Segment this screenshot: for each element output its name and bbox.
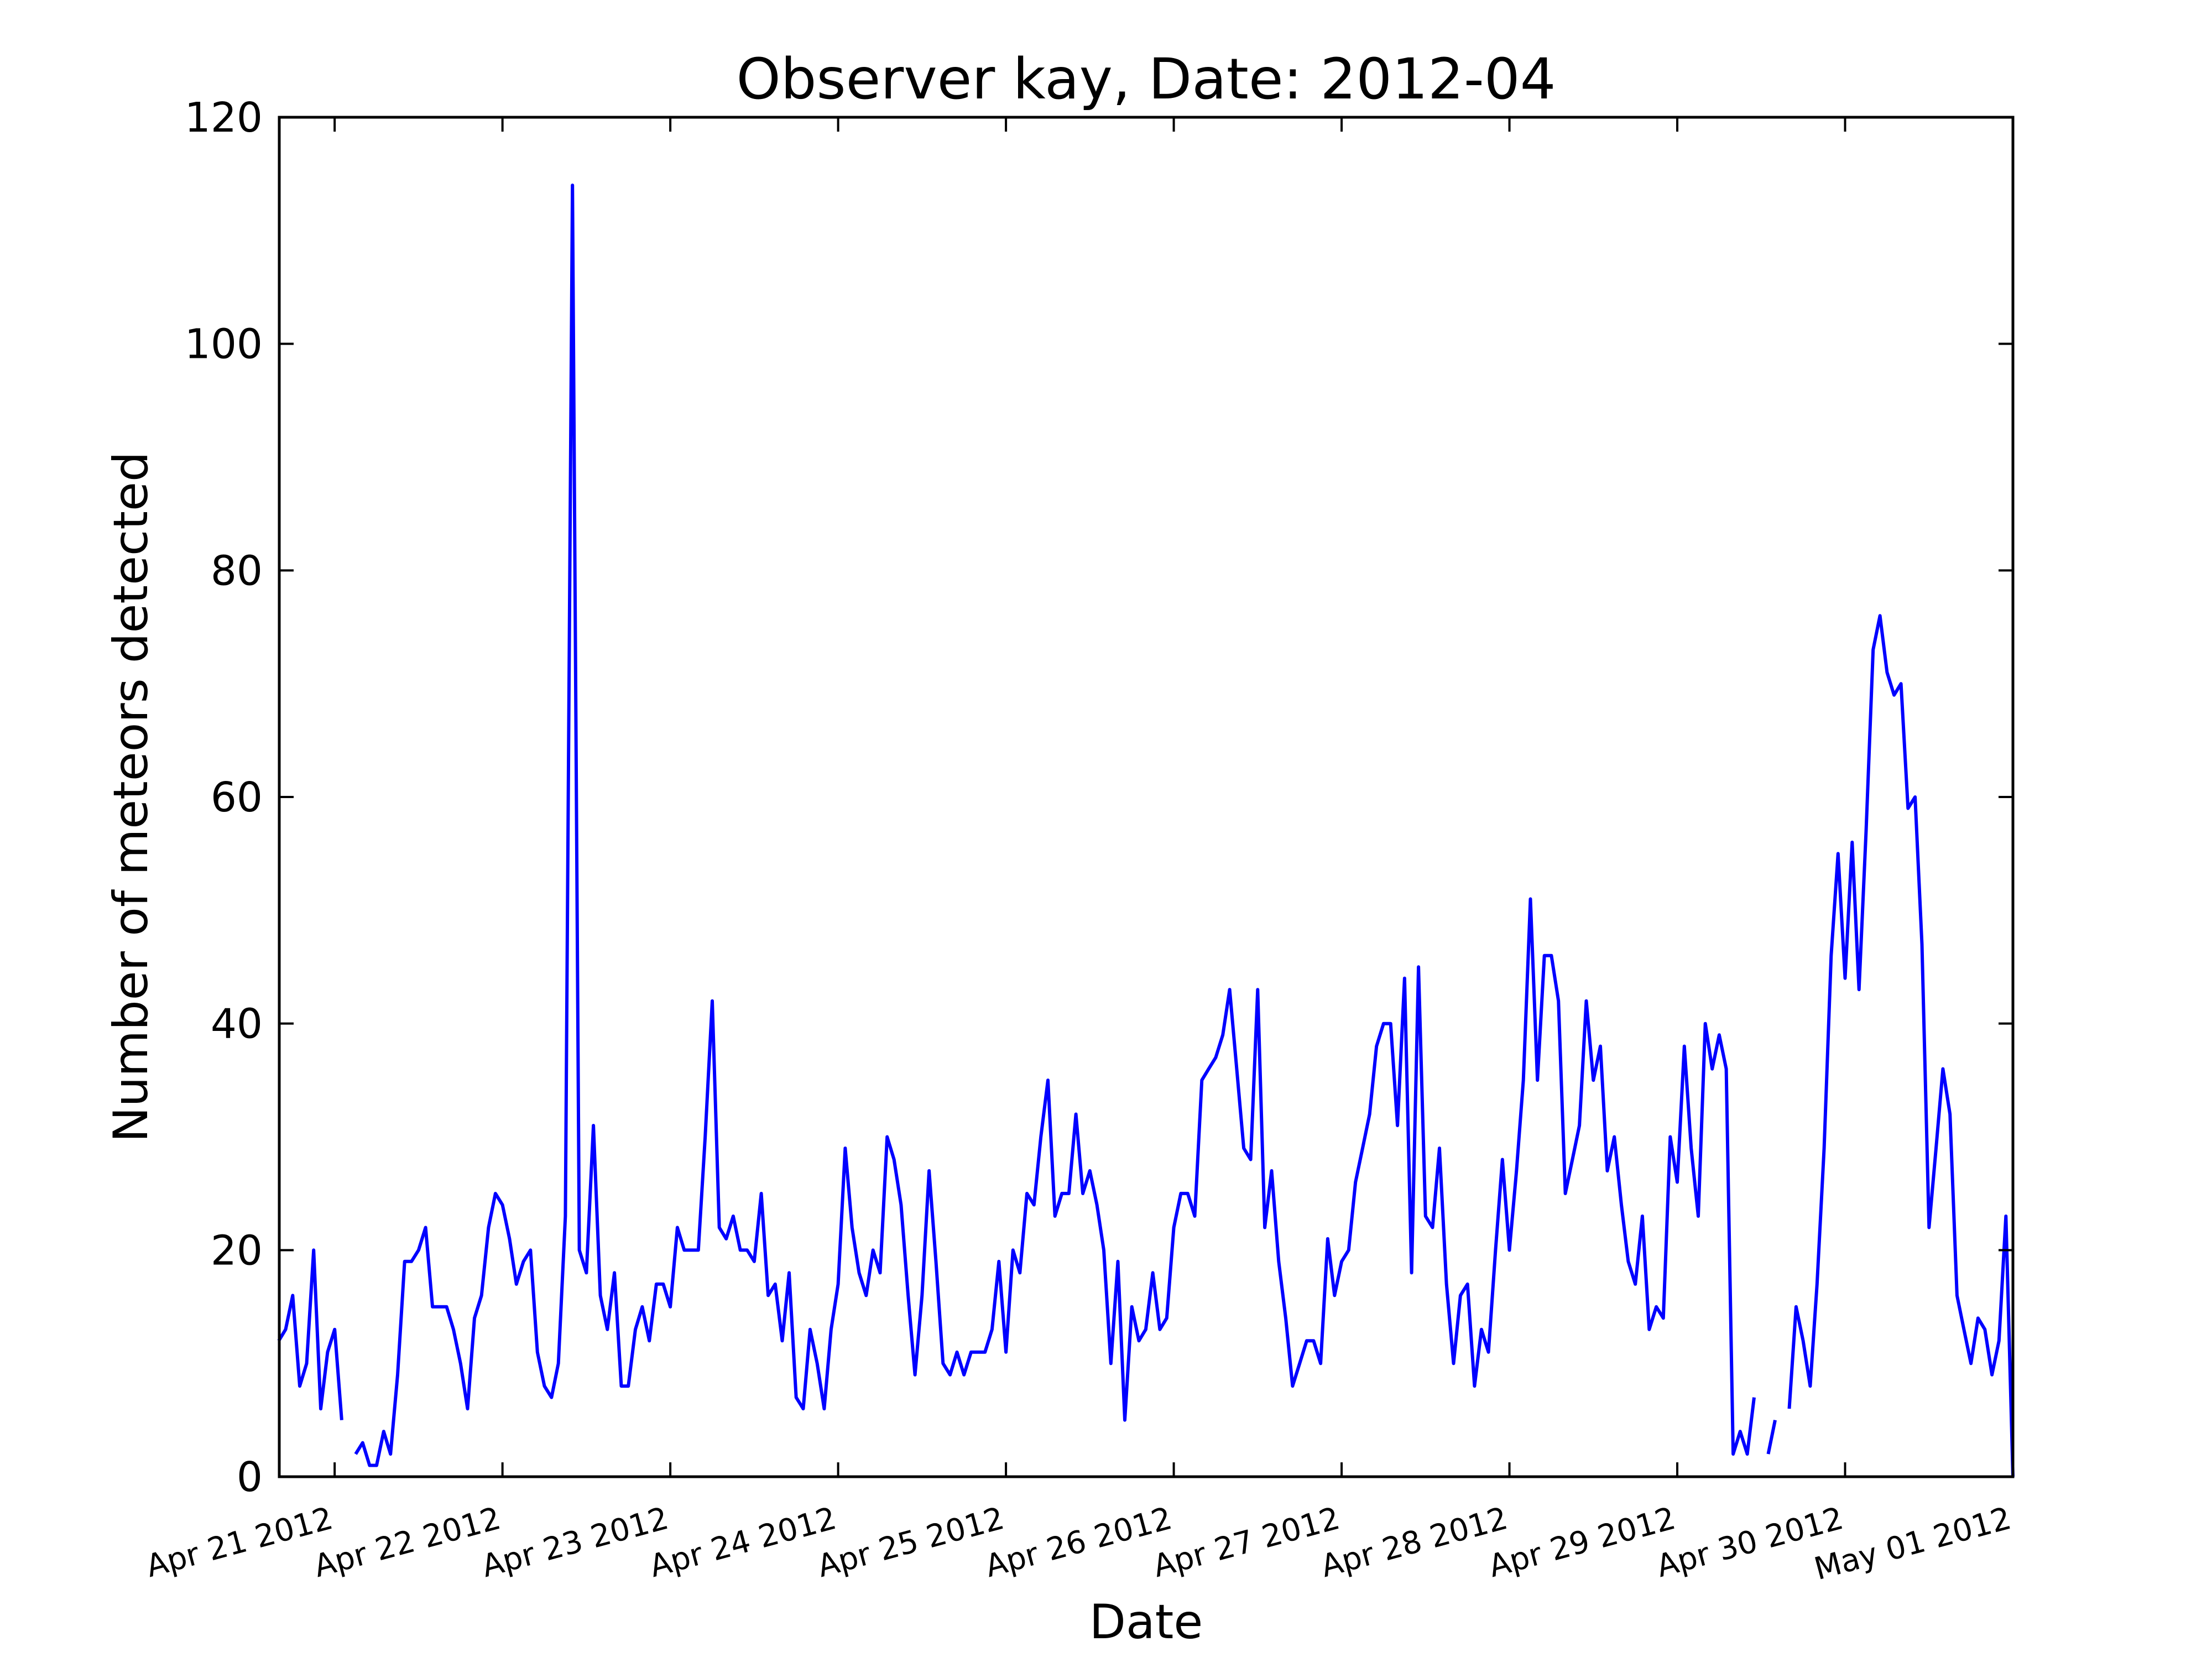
y-tick-label: 60 [211, 774, 263, 821]
y-tick-label: 40 [211, 1001, 263, 1048]
series-line-segment [1787, 614, 2015, 1477]
axes-frame [278, 116, 2015, 1478]
chart-title: Observer kay, Date: 2012-04 [736, 46, 1556, 112]
y-tick-label: 100 [185, 321, 263, 368]
y-tick-label: 0 [237, 1453, 263, 1501]
y-tick-label: 120 [185, 94, 263, 142]
y-axis-label: Number of meteors detected [103, 451, 159, 1142]
y-tick-label: 80 [211, 547, 263, 595]
series-line-segment [354, 183, 1756, 1467]
series-line-segment [277, 1248, 343, 1420]
series-line-segment [1766, 1420, 1777, 1455]
y-tick-label: 20 [211, 1227, 263, 1274]
plot-area [277, 183, 2015, 1477]
x-axis-label: Date [1089, 1595, 1203, 1650]
